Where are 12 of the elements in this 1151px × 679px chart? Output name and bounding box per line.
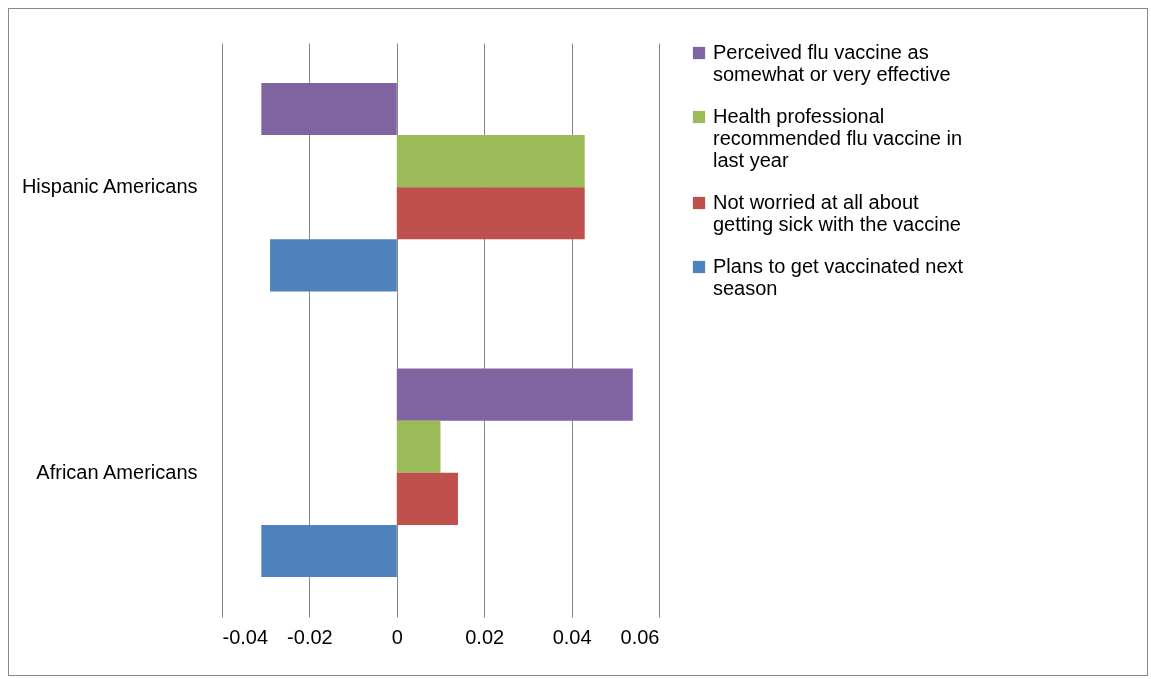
x-tick-label: -0.04 <box>222 625 269 648</box>
legend-label: Perceived flu vaccine as somewhat or very effective <box>713 41 951 85</box>
legend-label: Plans to get vaccinated next season <box>713 255 964 299</box>
x-tick-label: 0.04 <box>552 625 592 648</box>
legend-label: Health professional recommended flu vaccine in last year <box>713 105 963 171</box>
x-tick-label: 0.02 <box>465 625 505 648</box>
y-tick-label: African Americans <box>36 460 198 483</box>
x-tick-label: 0.06 <box>620 625 660 648</box>
y-tick-label: Hispanic Americans <box>21 175 198 198</box>
x-tick-label: 0 <box>391 625 403 648</box>
legend-label: Not worried at all about getting sick with the vaccine <box>713 191 961 235</box>
x-tick-label: -0.02 <box>287 625 333 648</box>
